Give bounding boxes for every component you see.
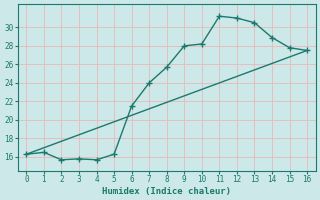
X-axis label: Humidex (Indice chaleur): Humidex (Indice chaleur) — [102, 187, 231, 196]
